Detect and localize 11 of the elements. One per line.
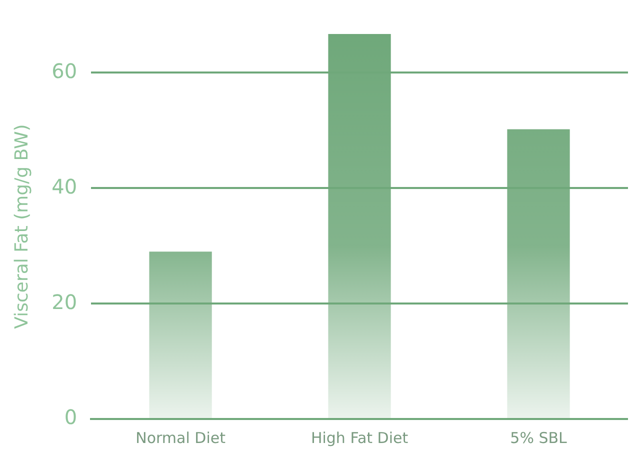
bar bbox=[507, 129, 570, 418]
bar bbox=[328, 34, 391, 418]
y-tick-label: 40 bbox=[52, 174, 78, 198]
y-axis-title: Visceral Fat (mg/g BW) bbox=[11, 124, 32, 329]
x-tick-label: 5% SBL bbox=[510, 428, 568, 447]
x-tick-label: Normal Diet bbox=[136, 428, 226, 447]
y-tick-label: 20 bbox=[52, 290, 78, 314]
x-tick-label: High Fat Diet bbox=[310, 428, 408, 447]
y-tick-label: 60 bbox=[52, 58, 78, 83]
bar bbox=[149, 252, 212, 418]
y-tick-label: 0 bbox=[64, 405, 78, 430]
